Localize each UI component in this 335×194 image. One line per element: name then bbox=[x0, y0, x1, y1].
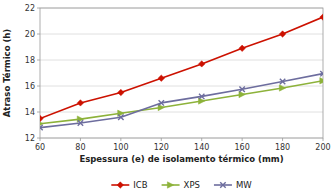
legend-label: ICB bbox=[133, 180, 147, 190]
x-tick bbox=[323, 138, 324, 141]
grid-line bbox=[40, 60, 323, 61]
chart: 12 14 16 18 20 22 60 80 100 120 140 160 180 200 Espess… bbox=[0, 0, 335, 194]
x-tick bbox=[40, 138, 41, 141]
x-tick bbox=[201, 138, 202, 141]
x-tick-label: 180 bbox=[275, 143, 290, 152]
x-tick-label: 120 bbox=[154, 143, 169, 152]
y-tick bbox=[37, 34, 40, 35]
point bbox=[320, 14, 323, 20]
point bbox=[279, 31, 285, 37]
series-line bbox=[40, 74, 323, 128]
x-tick-label: 60 bbox=[35, 143, 45, 152]
x-tick bbox=[282, 138, 283, 141]
y-tick bbox=[37, 8, 40, 9]
legend-label: MW bbox=[236, 180, 252, 190]
point bbox=[280, 79, 285, 84]
legend-item: ICB bbox=[111, 180, 147, 190]
point bbox=[239, 87, 244, 92]
point bbox=[78, 120, 83, 125]
point bbox=[199, 61, 205, 67]
legend-label: XPS bbox=[184, 180, 200, 190]
y-tick bbox=[37, 86, 40, 87]
point bbox=[118, 114, 123, 119]
point bbox=[40, 115, 43, 121]
y-tick-label: 18 bbox=[25, 56, 35, 65]
x-tick-label: 100 bbox=[113, 143, 128, 152]
point bbox=[279, 85, 285, 91]
y-tick bbox=[37, 60, 40, 61]
plot-frame bbox=[40, 8, 323, 138]
point bbox=[118, 89, 124, 95]
y-tick-label: 22 bbox=[25, 4, 35, 13]
x-axis: 60 80 100 120 140 160 180 200 bbox=[35, 138, 331, 152]
y-tick bbox=[37, 112, 40, 113]
y-tick-label: 12 bbox=[25, 134, 35, 143]
point bbox=[320, 78, 323, 84]
y-tick-label: 14 bbox=[25, 108, 35, 117]
x-tick-label: 80 bbox=[75, 143, 85, 152]
point bbox=[158, 75, 164, 81]
legend-marker bbox=[167, 182, 173, 188]
y-axis-label: Atraso Térmico (h) bbox=[2, 29, 12, 118]
x-tick bbox=[161, 138, 162, 141]
y-axis: 12 14 16 18 20 22 bbox=[25, 4, 40, 143]
y-tick-label: 20 bbox=[25, 30, 35, 39]
legend: ICB XPS MW bbox=[111, 180, 252, 190]
point bbox=[239, 45, 245, 51]
x-tick bbox=[242, 138, 243, 141]
grid bbox=[40, 8, 323, 138]
point bbox=[159, 100, 164, 105]
series-line bbox=[40, 17, 323, 118]
x-tick-label: 140 bbox=[194, 143, 209, 152]
legend-item: MW bbox=[214, 180, 252, 190]
series-line bbox=[40, 81, 323, 124]
x-tick-label: 160 bbox=[235, 143, 250, 152]
point bbox=[199, 94, 204, 99]
chart-container: 12 14 16 18 20 22 60 80 100 120 140 160 180 200 Espess… bbox=[0, 0, 335, 194]
point bbox=[77, 100, 83, 106]
legend-marker bbox=[117, 182, 123, 188]
x-tick bbox=[80, 138, 81, 141]
y-tick bbox=[37, 138, 40, 139]
point bbox=[320, 71, 323, 76]
grid-line bbox=[40, 112, 323, 113]
legend-marker bbox=[220, 182, 225, 187]
x-axis-label: Espessura (e) de isolamento térmico (mm) bbox=[79, 154, 283, 164]
y-tick-label: 16 bbox=[25, 82, 35, 91]
legend-item: XPS bbox=[162, 180, 200, 190]
point bbox=[40, 125, 43, 130]
series-group bbox=[40, 14, 323, 130]
x-tick-label: 200 bbox=[315, 143, 330, 152]
x-tick bbox=[120, 138, 121, 141]
